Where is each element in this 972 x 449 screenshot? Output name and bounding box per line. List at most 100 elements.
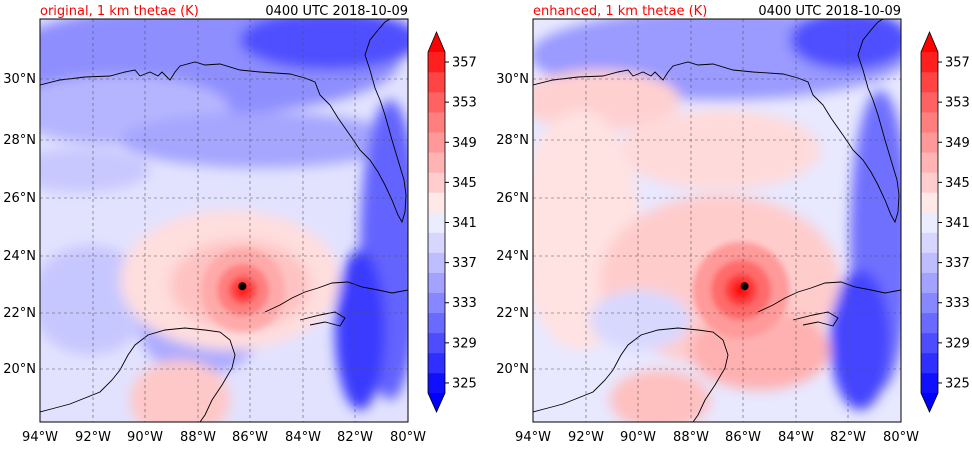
colorbar-segment <box>428 292 445 314</box>
colorbar-segment <box>921 212 938 233</box>
colorbar-segment <box>921 92 938 113</box>
colorbar-segment <box>921 232 938 253</box>
colorbar-enhanced: 325 329 333 337 341 345 349 353 357 <box>920 30 970 413</box>
colorbar-segment <box>921 72 938 93</box>
colorbar-tick-label: 325 <box>452 376 477 391</box>
svg-text:24°N: 24°N <box>496 249 529 264</box>
svg-text:92°W: 92°W <box>568 430 604 445</box>
svg-text:90°W: 90°W <box>620 430 656 445</box>
colorbar-extend-min <box>428 393 445 412</box>
colorbar-segment <box>428 332 445 354</box>
colorbar-outline <box>427 30 446 413</box>
coastline-yucatan <box>533 327 729 422</box>
colorbar-tick-label: 349 <box>945 136 970 151</box>
colorbar-segment <box>428 92 445 113</box>
colorbar-segment <box>428 272 445 294</box>
svg-text:88°W: 88°W <box>180 430 216 445</box>
colorbar-segment <box>921 312 938 334</box>
colorbar-segment <box>428 372 445 394</box>
colorbar-segment <box>921 332 938 354</box>
svg-text:88°W: 88°W <box>673 430 709 445</box>
svg-text:28°N: 28°N <box>3 133 36 148</box>
colorbar-segment <box>921 52 938 73</box>
coastline-cuba <box>264 281 408 327</box>
colorbar-tick-label: 353 <box>452 96 477 111</box>
svg-text:84°W: 84°W <box>285 430 321 445</box>
colorbar-segment <box>428 192 445 213</box>
svg-text:20°N: 20°N <box>496 362 529 377</box>
panel-timestamp: 0400 UTC 2018-10-09 <box>758 4 901 19</box>
svg-text:94°W: 94°W <box>22 430 58 445</box>
coastline-yucatan <box>40 327 236 422</box>
colorbar-tick-label: 345 <box>452 176 477 191</box>
svg-text:94°W: 94°W <box>515 430 551 445</box>
colorbar-tick-label: 337 <box>452 256 477 271</box>
storm-center-marker <box>740 282 749 291</box>
colorbar-tick-label: 353 <box>945 96 970 111</box>
colorbar-segment <box>428 52 445 73</box>
svg-text:22°N: 22°N <box>496 306 529 321</box>
svg-text:22°N: 22°N <box>3 306 36 321</box>
colorbar-segment <box>921 192 938 213</box>
panel-title: enhanced, 1 km thetae (K) <box>533 4 707 19</box>
colorbar-segment <box>428 172 445 193</box>
colorbar-segment <box>428 352 445 374</box>
svg-text:26°N: 26°N <box>496 191 529 206</box>
colorbar-segment <box>428 72 445 93</box>
svg-text:30°N: 30°N <box>3 72 36 87</box>
colorbar-segment <box>921 352 938 374</box>
thetae-field <box>40 19 408 422</box>
panel-title: original, 1 km thetae (K) <box>40 4 199 19</box>
map-frame <box>39 18 409 423</box>
colorbar-segment <box>428 252 445 273</box>
colorbar-segment <box>921 132 938 153</box>
map-gridlines <box>533 19 901 422</box>
coastline-gulf <box>40 19 407 224</box>
colorbar-tick-label: 349 <box>452 136 477 151</box>
colorbar-tick-label: 337 <box>945 256 970 271</box>
lon-axis: 94°W 92°W 90°W 88°W 86°W 84°W 82°W 80°W <box>22 430 426 445</box>
panel-timestamp: 0400 UTC 2018-10-09 <box>265 4 408 19</box>
svg-text:30°N: 30°N <box>496 72 529 87</box>
map-frame <box>532 18 902 423</box>
colorbar-outline <box>920 30 939 413</box>
colorbar-segment <box>921 252 938 273</box>
storm-center-marker <box>238 282 247 291</box>
colorbar-tick-label: 341 <box>945 216 970 231</box>
map-panel-enhanced: enhanced, 1 km thetae (K) 0400 UTC 2018-… <box>496 4 919 445</box>
colorbar-segment <box>921 152 938 173</box>
colorbar-tick-label: 357 <box>945 56 970 71</box>
colorbar-segment <box>428 112 445 133</box>
colorbar-segment <box>428 312 445 334</box>
svg-text:80°W: 80°W <box>390 430 426 445</box>
colorbar-segment <box>921 112 938 133</box>
colorbar-tick-label: 345 <box>945 176 970 191</box>
svg-text:82°W: 82°W <box>337 430 373 445</box>
colorbar-segment <box>921 292 938 314</box>
colorbar-extend-max <box>921 32 938 52</box>
lat-axis: 20°N 22°N 24°N 26°N 28°N 30°N <box>496 72 529 377</box>
svg-text:82°W: 82°W <box>830 430 866 445</box>
colorbar-tick-label: 341 <box>452 216 477 231</box>
svg-text:90°W: 90°W <box>127 430 163 445</box>
map-gridlines <box>40 19 408 422</box>
colorbar-segment <box>921 372 938 394</box>
colorbar-extend-min <box>921 393 938 412</box>
svg-text:86°W: 86°W <box>725 430 761 445</box>
colorbar-tick-label: 329 <box>452 336 477 351</box>
map-panel-original: original, 1 km thetae (K) 0400 UTC 2018-… <box>3 4 426 445</box>
svg-text:26°N: 26°N <box>3 191 36 206</box>
colorbar-tick-label: 333 <box>945 296 970 311</box>
coastline-gulf <box>533 19 900 224</box>
svg-text:86°W: 86°W <box>232 430 268 445</box>
colorbar-segment <box>921 172 938 193</box>
colorbar-segment <box>428 212 445 233</box>
svg-text:84°W: 84°W <box>778 430 814 445</box>
lon-axis: 94°W 92°W 90°W 88°W 86°W 84°W 82°W 80°W <box>515 430 919 445</box>
svg-text:28°N: 28°N <box>496 133 529 148</box>
thetae-field <box>533 19 901 422</box>
colorbar-extend-max <box>428 32 445 52</box>
colorbar-original: 325 329 333 337 341 345 349 353 357 <box>427 30 477 413</box>
svg-text:92°W: 92°W <box>75 430 111 445</box>
